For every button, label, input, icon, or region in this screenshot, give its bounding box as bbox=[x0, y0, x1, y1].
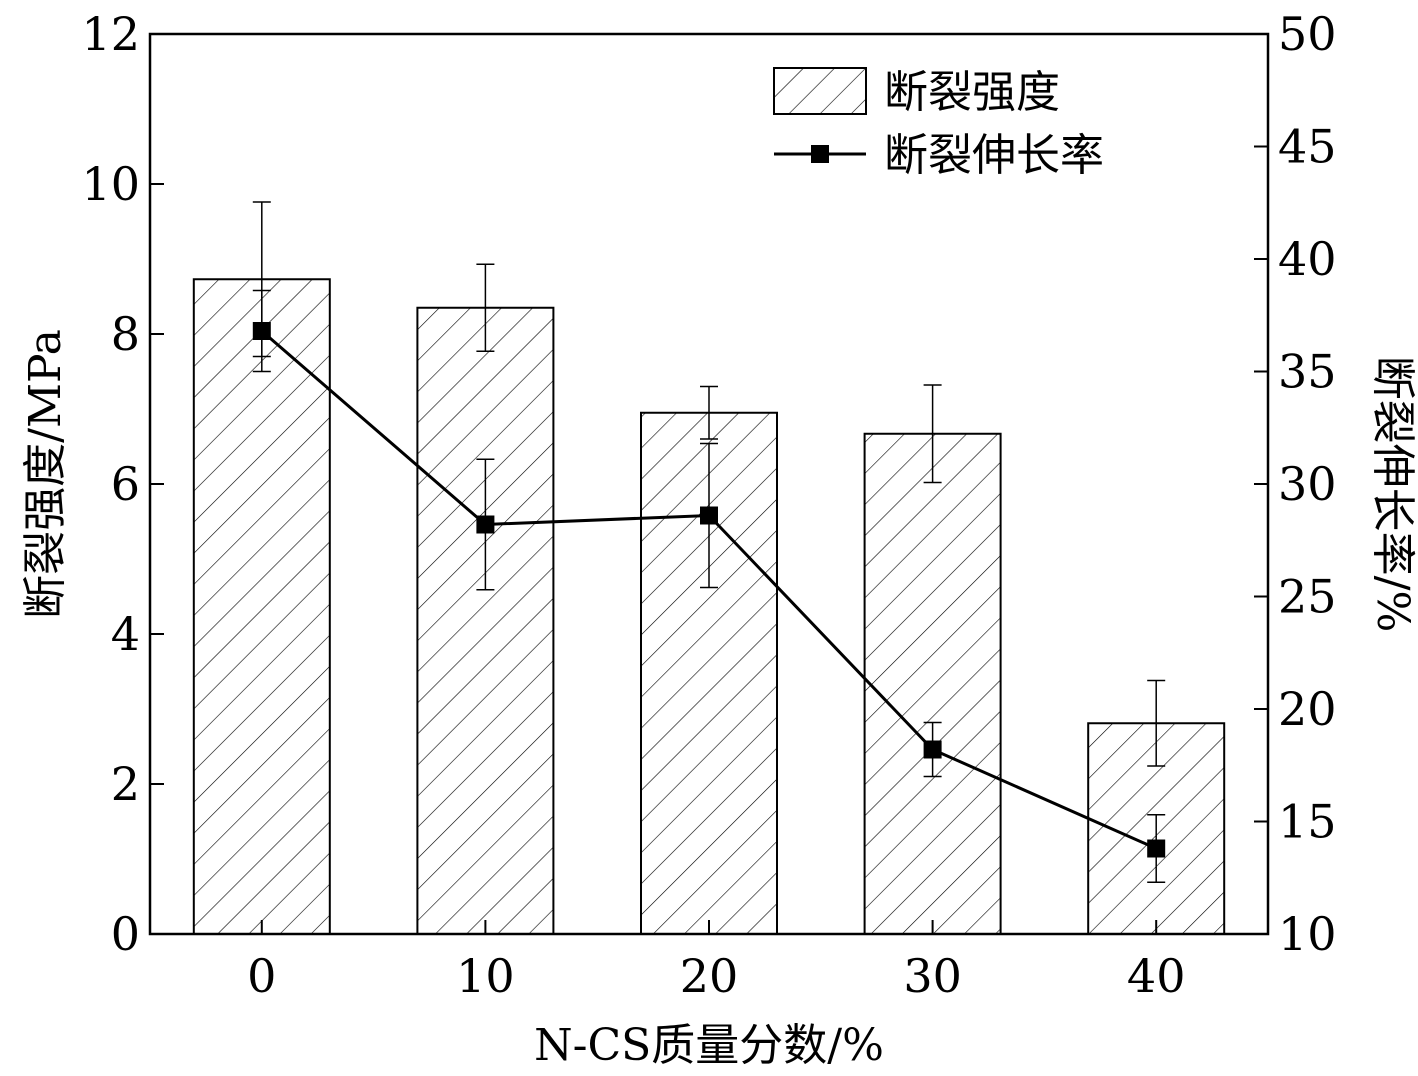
y-tick-label-6: 6 bbox=[111, 457, 140, 511]
line-point-40 bbox=[1147, 839, 1166, 858]
bar-0 bbox=[192, 278, 331, 935]
legend-label-line: 断裂伸长率 bbox=[884, 130, 1104, 181]
y2-tick-label-50: 50 bbox=[1278, 7, 1337, 61]
y2-axis-title: 断裂伸长率/% bbox=[1367, 356, 1418, 633]
y-tick-label-0: 0 bbox=[111, 907, 140, 961]
y-tick-label-10: 10 bbox=[81, 157, 140, 211]
y-tick-label-4: 4 bbox=[111, 607, 140, 661]
y-tick-label-12: 12 bbox=[81, 7, 140, 61]
legend: 断裂强度 断裂伸长率 bbox=[773, 67, 1104, 181]
ticks-layer: 0 2 4 6 8 10 12 10 15 20 25 30 35 40 45 50 0 10 20 30 40 bbox=[81, 7, 1336, 1003]
y2-tick-label-15: 15 bbox=[1278, 795, 1337, 849]
y2-tick-label-30: 30 bbox=[1278, 457, 1337, 511]
x-axis-title: N-CS质量分数/% bbox=[534, 1020, 884, 1071]
legend-swatch-marker bbox=[811, 145, 829, 163]
legend-label-bar: 断裂强度 bbox=[884, 67, 1060, 118]
legend-swatch-bar bbox=[773, 67, 867, 115]
bars-layer bbox=[192, 201, 1226, 935]
y-tick-label-8: 8 bbox=[111, 307, 140, 361]
y2-tick-label-10: 10 bbox=[1278, 907, 1337, 961]
x-tick-label-20: 20 bbox=[680, 949, 739, 1003]
line-point-10 bbox=[476, 515, 495, 534]
y2-tick-label-20: 20 bbox=[1278, 682, 1337, 736]
y-tick-label-2: 2 bbox=[111, 757, 140, 811]
y-axis-title: 断裂强度/MPa bbox=[20, 329, 71, 619]
line-layer bbox=[252, 289, 1166, 883]
line-point-0 bbox=[252, 322, 271, 340]
y2-tick-label-25: 25 bbox=[1278, 570, 1337, 624]
y2-tick-label-40: 40 bbox=[1278, 232, 1337, 286]
bar-10 bbox=[416, 306, 555, 935]
x-tick-label-40: 40 bbox=[1127, 949, 1186, 1003]
bar-30 bbox=[863, 432, 1002, 935]
x-tick-label-10: 10 bbox=[456, 949, 515, 1003]
x-tick-label-30: 30 bbox=[903, 949, 962, 1003]
y2-tick-label-45: 45 bbox=[1278, 120, 1337, 174]
line-point-30 bbox=[923, 740, 942, 759]
y2-tick-label-35: 35 bbox=[1278, 345, 1337, 399]
x-tick-label-0: 0 bbox=[247, 949, 276, 1003]
line-point-20 bbox=[700, 506, 718, 525]
